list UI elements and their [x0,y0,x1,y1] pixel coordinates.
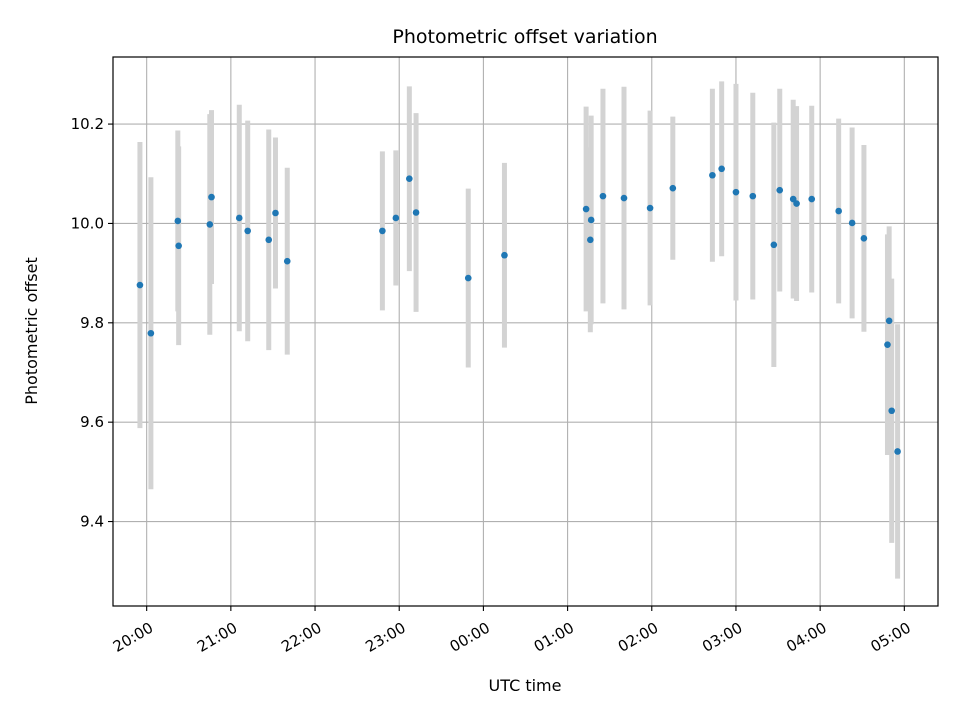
data-point [147,329,155,337]
data-point [894,448,901,455]
data-point [808,195,816,203]
data-point [412,209,420,216]
data-point [587,236,594,244]
y-tick-label: 9.8 [80,314,104,332]
data-point [235,214,243,222]
data-point [620,194,628,202]
data-point [776,186,784,194]
data-point [501,251,508,259]
data-point [885,317,893,325]
y-axis-title: Photometric offset [22,257,41,405]
plot-area-frame [112,56,939,607]
chart-title: Photometric offset variation [392,26,657,48]
data-point [718,165,725,173]
y-tick-label: 9.4 [80,513,104,531]
data-point [283,257,291,265]
grid-lines [113,57,938,606]
data-point [244,227,251,235]
data-point [265,236,273,244]
y-tick-label: 10.0 [71,214,104,232]
data-point [860,235,868,242]
data-points [136,165,901,455]
data-point [848,219,856,227]
data-point [272,209,279,217]
x-axis-title: UTC time [489,676,562,695]
data-point [732,188,740,196]
data-point [392,214,400,222]
data-point [582,205,590,213]
data-point [770,241,778,249]
data-point [175,242,182,250]
data-point [587,216,595,224]
data-point [406,175,413,183]
y-tick-label: 10.2 [71,115,104,133]
data-point [206,221,214,228]
data-point [888,407,895,415]
data-point [709,171,716,179]
data-point [835,207,842,215]
data-point [379,227,386,235]
data-point [208,193,215,201]
data-point [669,184,677,192]
data-point [599,192,607,200]
data-point [174,217,182,225]
data-point [136,281,144,289]
y-axis-ticks: 9.4 9.6 9.8 10.0 10.2 [71,115,113,531]
data-point [789,195,797,203]
data-point [646,204,654,212]
data-point [464,274,472,282]
y-tick-label: 9.6 [80,413,104,431]
data-point [793,200,800,207]
data-point [749,192,757,200]
data-point [884,341,891,348]
